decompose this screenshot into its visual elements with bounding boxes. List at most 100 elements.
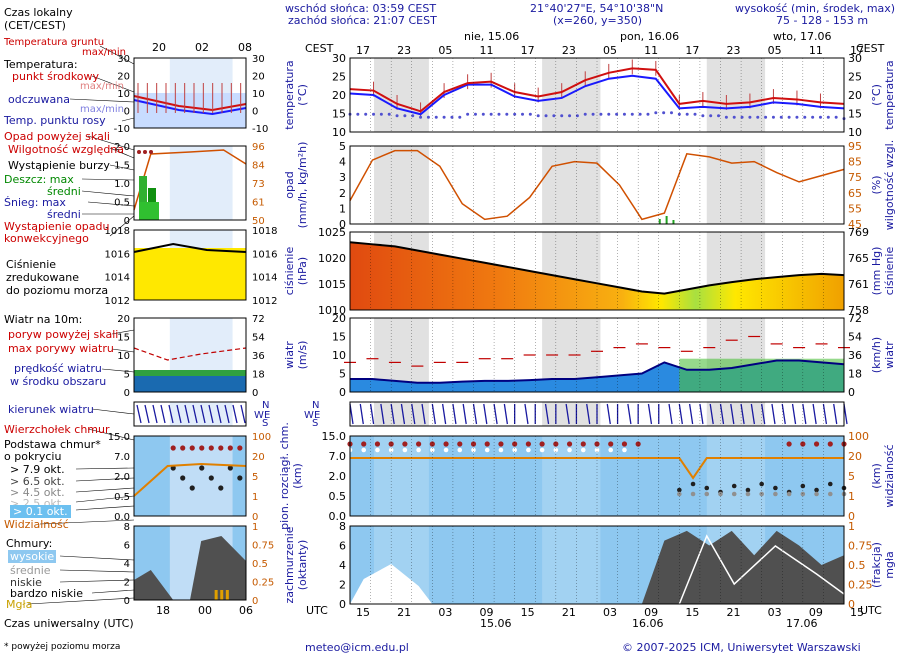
cloud-base-dot-grey-70 xyxy=(827,491,833,497)
mini-wind-arrow-2 xyxy=(152,404,158,424)
mini-panel-border-wind xyxy=(133,317,247,393)
legend-leader-6 xyxy=(109,164,135,171)
mini-rain-base xyxy=(139,202,159,220)
compass-w: W xyxy=(304,410,314,421)
cloud-base-dot-white-14 xyxy=(443,447,449,453)
wind-arrow-19.5 xyxy=(483,403,488,425)
mini-tick-mini_cc_l-0: 8 xyxy=(124,522,130,533)
mini-tick-mini_precip_r-1: 84 xyxy=(252,161,265,172)
mini-wind-arrow-6 xyxy=(184,404,190,424)
wind-arrow-28.5 xyxy=(544,403,550,425)
panel-border-wind xyxy=(349,317,845,393)
mini-tick-mini_cc_l-4: 0 xyxy=(124,596,130,607)
legend-leader-27 xyxy=(27,597,135,605)
cloud-top-dot-6 xyxy=(388,441,394,447)
cloud-base-dot-black-66 xyxy=(800,483,806,489)
cloud-base-dot-white-12 xyxy=(430,447,435,453)
legend-soil-minmax: max/min xyxy=(82,47,127,58)
legend-wind-mean-2: w środku obszaru xyxy=(10,375,107,388)
cloud-top-dot-14 xyxy=(443,441,449,447)
wind-arrow-9 xyxy=(411,403,416,425)
date-bottom-2: 16.06 xyxy=(632,617,664,630)
legend-felt-minmax: max/min xyxy=(80,104,125,115)
legend-humidity: Wilgotność względna xyxy=(8,143,125,156)
tick-temp-2: 20 xyxy=(332,89,346,102)
wind-arrow-48 xyxy=(678,403,683,425)
hour-top-8: 17 xyxy=(685,44,699,57)
mini-tick-mini_cc_l-1: 6 xyxy=(124,541,130,552)
cloud-top-dot-34 xyxy=(580,441,586,447)
hour-top-1: 23 xyxy=(397,44,411,57)
elevation-label: wysokość (min, środek, max) xyxy=(735,2,896,15)
dew-dot-7-1 xyxy=(521,112,525,116)
hour-top-2: 05 xyxy=(438,44,452,57)
mini-tick-mini_cb_r-0: 100 xyxy=(252,432,271,443)
dew-dot-4-1 xyxy=(450,115,454,119)
legend-clouds-mid: średnie xyxy=(10,564,51,577)
mini-wind-arrow-12 xyxy=(232,404,238,424)
grid-position: (x=260, y=350) xyxy=(553,14,643,27)
hour-top-11: 11 xyxy=(809,44,823,57)
date-bottom-3: 17.06 xyxy=(786,617,818,630)
axis-cb-right-0: (km) xyxy=(870,463,883,489)
hour-top-6: 05 xyxy=(603,44,617,57)
mini-visibility-line xyxy=(133,462,247,497)
mini-hour-bottom-2: 00 xyxy=(198,604,212,617)
legend-leader-19 xyxy=(75,487,135,493)
legend-snow-max: Śnieg: max xyxy=(4,196,66,209)
hour-bottom-6: 03 xyxy=(603,606,617,619)
dew-dot-12-1 xyxy=(638,112,642,116)
dew-dot-14-2 xyxy=(693,112,697,116)
mini-wind-arrow-3 xyxy=(160,404,166,424)
cloud-top-dot-30 xyxy=(553,441,559,447)
cloud-base-dot-white-8 xyxy=(402,447,408,453)
tick-cb_r-2: 5 xyxy=(848,470,855,483)
compass-n: N xyxy=(312,400,319,411)
axis-wind-right-0: (km/h) xyxy=(870,337,883,373)
tick-cc_r-2: 0.5 xyxy=(848,559,866,572)
legend-leader-24 xyxy=(59,569,135,573)
wind-arrow-22.5 xyxy=(503,403,509,425)
mini-hour-bottom-3: 06 xyxy=(239,604,253,617)
mini-tick-mini_cb_r-2: 5 xyxy=(252,472,258,483)
mini-cloud-top-dot-3 xyxy=(199,445,205,451)
contact-email[interactable]: meteo@icm.edu.pl xyxy=(305,641,409,654)
hour-top-7: 11 xyxy=(644,44,658,57)
legend-leader-22 xyxy=(39,519,135,525)
wind-arrow-57 xyxy=(740,403,745,425)
dew-dot-3-0 xyxy=(419,115,423,119)
cloud-base-dot-white-2 xyxy=(361,447,367,453)
precip-bar-0 xyxy=(658,219,661,224)
legend-storm: Wystąpienie burzy xyxy=(8,159,110,172)
dew-dot-8-0 xyxy=(536,114,540,118)
mini-tick-mini_press_l-3: 1012 xyxy=(105,296,130,307)
tick-wind_l-1: 15 xyxy=(332,331,346,344)
tick-wind_l-2: 10 xyxy=(332,349,346,362)
mini-compass-w: W xyxy=(254,410,264,421)
dew-dot-1-1 xyxy=(379,112,383,116)
tick-precip_l-5: 0 xyxy=(339,218,346,231)
wind-arrow-3 xyxy=(369,403,375,425)
legend-pressure-2: zredukowane xyxy=(6,271,79,284)
legend-cb-level-2: > 6.5 okt. xyxy=(10,475,65,488)
tick-cb_r-4: 0 xyxy=(848,510,855,523)
tick-wind_l-0: 20 xyxy=(332,312,346,325)
legend-wind-mean-1: prędkość wiatru xyxy=(14,362,102,375)
legend-leader-25 xyxy=(59,579,135,583)
dew-dot-2-2 xyxy=(411,114,415,118)
cloud-top-dot-22 xyxy=(498,441,504,447)
panel-border-cc xyxy=(349,525,845,605)
wind-arrow-31.5 xyxy=(565,403,570,425)
legend-cb-level-5: > 0.1 okt. xyxy=(10,505,71,518)
axis-cc-right-0: (frakcja) xyxy=(870,542,883,588)
axis-press-left-1: (hPa) xyxy=(296,257,309,285)
wind-arrow-67.5 xyxy=(812,403,817,425)
dew-dot-9-0 xyxy=(560,114,564,118)
day-label-3: wto, 17.06 xyxy=(773,30,832,43)
legend-leader-15 xyxy=(91,408,135,415)
wind-arrow-43.5 xyxy=(647,403,653,425)
mini-tick-mini_precip_r-3: 61 xyxy=(252,198,265,209)
wind-arrow-55.5 xyxy=(730,403,735,425)
legend-leader-23 xyxy=(59,555,135,561)
legend-leader-16 xyxy=(87,428,135,441)
